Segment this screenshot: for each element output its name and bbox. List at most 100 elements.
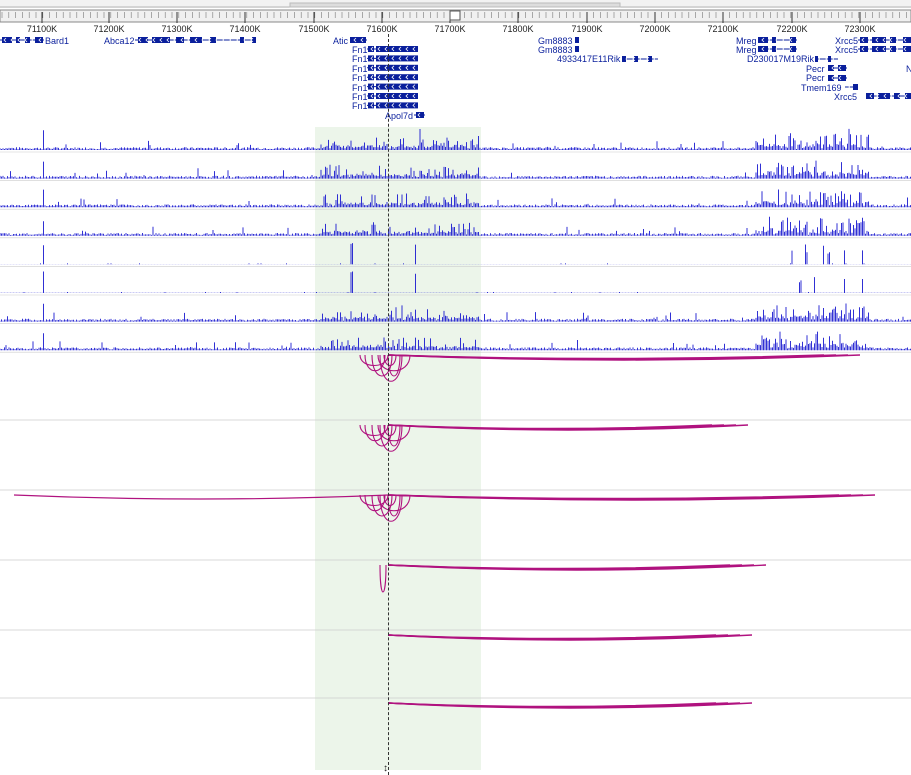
gene-label-xrcc5-2[interactable]: Xrcc5 bbox=[835, 45, 859, 55]
gene-label-pecr-2[interactable]: Pecr bbox=[806, 73, 825, 83]
gene-exon bbox=[376, 74, 418, 81]
gene-model-atic bbox=[350, 37, 367, 43]
gene-strand-arrow bbox=[377, 65, 381, 71]
gene-strand-arrow bbox=[405, 46, 409, 52]
gene-label-mreg-1[interactable]: Mreg bbox=[736, 36, 757, 46]
gene-strand-arrow bbox=[17, 37, 21, 43]
signal-bars bbox=[0, 128, 911, 150]
gene-strand-arrow bbox=[775, 37, 779, 43]
gene-exon bbox=[838, 75, 846, 81]
long-splice-arc bbox=[387, 354, 825, 360]
gene-strand-arrow bbox=[889, 37, 893, 43]
gene-strand-arrow bbox=[903, 37, 907, 43]
gene-label-gm8883-1[interactable]: Gm8883 bbox=[538, 36, 573, 46]
gene-strand-arrow bbox=[904, 93, 908, 99]
gene-strand-arrow bbox=[653, 56, 657, 62]
gene-label-apol7d[interactable]: Apol7d bbox=[385, 111, 414, 121]
gene-label-4933417e11rik[interactable]: 4933417E11Rik bbox=[557, 54, 621, 64]
gene-strand-arrow bbox=[646, 56, 650, 62]
gene-strand-arrow bbox=[391, 74, 395, 80]
gene-strand-arrow bbox=[405, 93, 409, 99]
gene-label-gm8883-2[interactable]: Gm8883 bbox=[538, 45, 573, 55]
signal-track-3 bbox=[0, 189, 911, 210]
gene-model-pecr bbox=[828, 75, 847, 81]
gene-strand-arrow bbox=[405, 74, 409, 80]
gene-label-tmem169[interactable]: Tmem169 bbox=[801, 83, 842, 93]
gene-model-fn1 bbox=[367, 64, 418, 71]
gene-exon bbox=[890, 37, 896, 43]
gene-strand-arrow bbox=[882, 46, 886, 52]
gene-exon bbox=[350, 37, 366, 43]
gene-strand-arrow bbox=[398, 65, 402, 71]
gene-label-atic[interactable]: Atic bbox=[333, 36, 349, 46]
gene-label-fn1-3[interactable]: Fn1 bbox=[352, 64, 368, 74]
gene-exon bbox=[634, 56, 638, 62]
local-splice-arc bbox=[364, 424, 386, 442]
gene-strand-arrow bbox=[384, 93, 388, 99]
gene-exon bbox=[240, 37, 244, 43]
gene-exon bbox=[903, 46, 911, 52]
gene-strand-arrow bbox=[398, 84, 402, 89]
arc-track-1 bbox=[359, 354, 861, 382]
arc-track-4 bbox=[0, 559, 911, 593]
gene-model-mreg bbox=[758, 37, 797, 43]
gene-label-xrcc5-1[interactable]: Xrcc5 bbox=[835, 36, 859, 46]
gene-strand-arrow bbox=[173, 37, 177, 43]
scrollbar-thumb bbox=[289, 2, 621, 8]
gene-exon bbox=[190, 37, 202, 43]
gene-strand-arrow bbox=[208, 37, 212, 43]
gene-label-mreg-2[interactable]: Mreg bbox=[736, 45, 757, 55]
ruler-graphic bbox=[0, 0, 911, 23]
gene-strand-arrow bbox=[412, 84, 416, 89]
gene-exon bbox=[772, 37, 776, 43]
gene-strand-arrow bbox=[370, 74, 374, 80]
gene-model-bard1 bbox=[0, 37, 44, 43]
gene-label-fn1-7[interactable]: Fn1 bbox=[352, 101, 368, 111]
gene-label-fn1-5[interactable]: Fn1 bbox=[352, 83, 368, 93]
local-splice-arc bbox=[371, 494, 393, 517]
gene-exon bbox=[894, 93, 900, 99]
gene-strand-arrow bbox=[194, 37, 198, 43]
gene-label-d230017m19rik[interactable]: D230017M19Rik bbox=[747, 54, 815, 64]
gene-label-truncated: N bbox=[906, 64, 911, 74]
gene-exon bbox=[622, 56, 626, 62]
arc-track-2 bbox=[0, 419, 911, 452]
gene-strand-arrow bbox=[838, 75, 842, 81]
gene-strand-arrow bbox=[782, 46, 786, 52]
gene-strand-arrow bbox=[384, 56, 388, 61]
gene-exon bbox=[376, 64, 418, 71]
gene-exon bbox=[210, 37, 216, 43]
local-splice-arc bbox=[359, 354, 389, 367]
gene-exon bbox=[2, 37, 12, 43]
gene-strand-arrow bbox=[398, 46, 402, 52]
gene-label-fn1-1[interactable]: Fn1 bbox=[352, 45, 368, 55]
gene-strand-arrow bbox=[201, 37, 205, 43]
gene-model-gm8883 bbox=[575, 46, 579, 52]
gene-exon bbox=[890, 46, 896, 52]
gene-label-fn1-4[interactable]: Fn1 bbox=[352, 73, 368, 83]
genomic-ruler[interactable]: 71100K 71200K 71300K 71400K 71500K 71600K 7170… bbox=[0, 0, 911, 34]
gene-exon bbox=[828, 75, 834, 81]
gene-label-fn1-2[interactable]: Fn1 bbox=[352, 54, 368, 64]
ruler-tick-label: 71600K bbox=[366, 24, 398, 34]
signal-track-8 bbox=[0, 331, 911, 353]
gene-strand-arrow bbox=[236, 37, 240, 43]
gene-label-fn1-6[interactable]: Fn1 bbox=[352, 92, 368, 102]
gene-exon bbox=[758, 37, 768, 43]
signal-tracks[interactable] bbox=[0, 124, 911, 356]
ruler-tick-label: 71400K bbox=[229, 24, 261, 34]
gene-exon bbox=[905, 93, 911, 99]
long-splice-arc bbox=[387, 424, 713, 430]
gene-label-pecr-1[interactable]: Pecr bbox=[806, 64, 825, 74]
gene-exon bbox=[138, 37, 148, 43]
gene-label-xrcc5-3[interactable]: Xrcc5 bbox=[834, 92, 858, 102]
gene-label-bard1[interactable]: Bard1 bbox=[45, 36, 70, 46]
splice-junction-tracks[interactable] bbox=[0, 352, 911, 771]
gene-strand-arrow bbox=[370, 46, 374, 52]
gene-exon bbox=[903, 37, 911, 43]
gene-strand-arrow bbox=[3, 37, 7, 43]
gene-annotation-track[interactable]: Bard1 Abca12 Atic Fn1 Fn1 Fn1 Fn1 Fn1 Fn… bbox=[0, 34, 911, 124]
gene-strand-arrow bbox=[215, 37, 219, 43]
arc-track-3 bbox=[0, 489, 911, 522]
gene-label-abca12[interactable]: Abca12 bbox=[104, 36, 135, 46]
